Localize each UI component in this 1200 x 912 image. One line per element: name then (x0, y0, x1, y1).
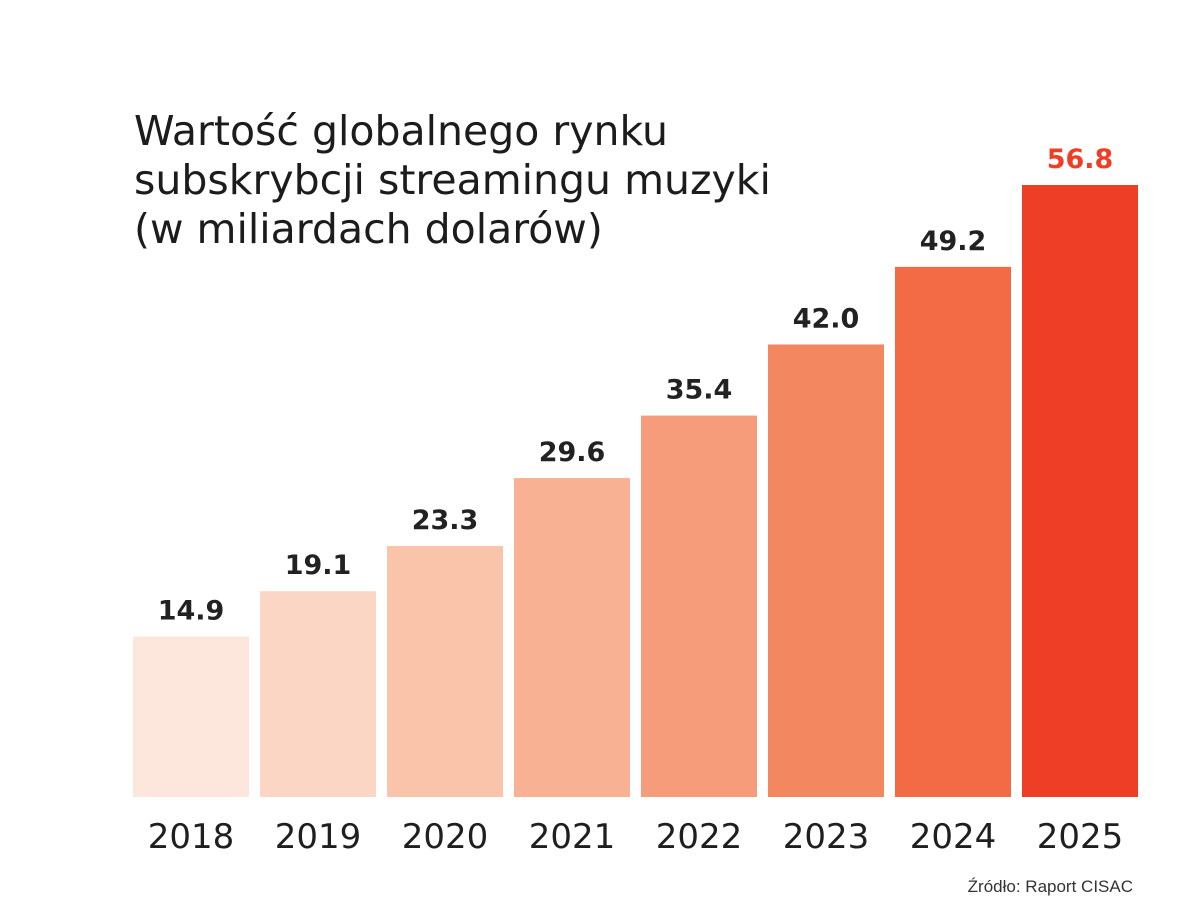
value-label-2023: 42.0 (793, 303, 860, 334)
chart-title-line-2: subskrybcji streamingu muzyki (134, 156, 771, 204)
value-label-2024: 49.2 (920, 226, 987, 257)
chart-title-line-1: Wartość globalnego rynku (134, 107, 668, 155)
value-label-2022: 35.4 (666, 375, 733, 406)
x-axis-tick-labels: 2018 2019 2020 2021 2022 2023 2024 2025 (148, 817, 1124, 857)
bar-2021 (514, 478, 630, 797)
value-label-2021: 29.6 (539, 437, 606, 468)
x-tick-label-2019: 2019 (275, 817, 362, 857)
chart-title-line-3: (w miliardach dolarów) (134, 205, 603, 253)
bar-2023 (768, 344, 884, 797)
bar-2020 (387, 545, 503, 797)
x-tick-label-2020: 2020 (402, 817, 489, 857)
bar-2018 (133, 636, 249, 797)
source-note: Źródło: Raport CISAC (968, 877, 1133, 896)
bar-2022 (641, 415, 757, 797)
bars-group (133, 185, 1138, 797)
x-tick-label-2022: 2022 (656, 817, 743, 857)
bar-2024 (895, 266, 1011, 797)
x-tick-label-2024: 2024 (910, 817, 997, 857)
chart-title: Wartość globalnego rynku subskrybcji str… (134, 107, 771, 253)
value-label-2020: 23.3 (412, 505, 479, 536)
x-tick-label-2018: 2018 (148, 817, 235, 857)
x-tick-label-2021: 2021 (529, 817, 616, 857)
value-label-2025: 56.8 (1047, 144, 1114, 175)
value-label-2019: 19.1 (285, 550, 352, 581)
x-tick-label-2023: 2023 (783, 817, 870, 857)
x-tick-label-2025: 2025 (1037, 817, 1124, 857)
value-labels-group: 14.9 19.1 23.3 29.6 35.4 42.0 49.2 56.8 (158, 144, 1114, 626)
value-label-2018: 14.9 (158, 595, 225, 626)
bar-2025 (1022, 185, 1138, 797)
bar-2019 (260, 591, 376, 797)
